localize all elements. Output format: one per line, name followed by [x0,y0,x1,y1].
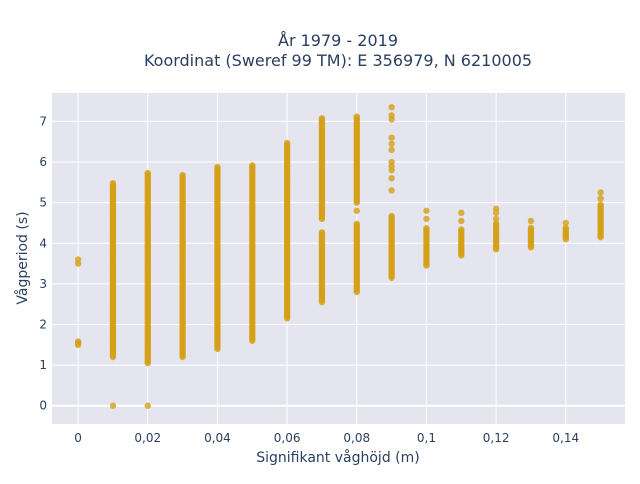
data-point [388,134,395,141]
y-tick-label: 7 [39,114,47,128]
data-point [388,112,395,119]
y-tick-label: 3 [39,277,47,291]
data-point [458,226,465,233]
data-point [179,171,186,179]
data-point [109,179,117,187]
data-point [388,158,395,166]
data-point [74,338,82,345]
data-point [597,201,604,208]
data-point [423,225,430,232]
x-tick-label: 0,02 [134,431,161,445]
chart-title-line2: Koordinat (Sweref 99 TM): E 356979, N 62… [144,51,532,70]
data-point [423,215,430,223]
data-point [458,209,465,217]
y-tick-label: 1 [39,358,47,372]
data-point [353,220,360,227]
data-point [283,139,291,147]
y-axis-label: Vågperiod (s) [14,211,31,304]
x-tick-label: 0 [74,431,82,445]
data-point [527,217,535,225]
data-point [492,205,500,212]
data-point [388,146,395,154]
data-point [214,163,221,171]
y-tick-label: 2 [39,317,47,331]
x-tick-label: 0,12 [483,431,510,445]
data-point [597,195,604,202]
y-tick-label: 4 [39,236,47,250]
data-point [249,162,256,169]
data-point [527,224,535,232]
x-tick-label: 0,08 [343,431,370,445]
data-points [74,104,604,409]
y-tick-label: 0 [39,399,47,413]
x-tick-label: 0,1 [417,431,436,445]
data-point [458,217,465,225]
data-point [353,113,360,120]
y-axis-ticks: 0 1 2 3 4 5 6 7 [39,114,47,412]
data-point [562,219,569,227]
data-point [74,256,82,263]
x-tick-label: 0,04 [204,431,231,445]
data-point [109,402,117,409]
x-tick-label: 0,14 [552,431,579,445]
chart-title-line1: År 1979 - 2019 [278,31,398,50]
data-point [353,207,360,214]
data-point [492,215,500,223]
data-point [388,140,395,147]
y-tick-label: 6 [39,155,47,169]
x-axis-label: Signifikant våghöjd (m) [256,449,419,466]
data-point [597,189,604,196]
data-point [562,224,569,232]
data-point [388,187,395,194]
data-point [318,114,326,122]
data-point [144,169,151,177]
data-point [144,402,151,409]
plot-background [52,93,625,424]
data-point [388,175,395,182]
x-tick-label: 0,06 [274,431,301,445]
data-point [388,104,395,111]
data-point [318,229,326,236]
data-point [423,207,430,214]
y-tick-label: 5 [39,196,47,210]
x-axis-ticks: 0 0,02 0,04 0,06 0,08 0,1 0,12 0,14 [74,431,579,445]
data-point [388,212,395,220]
data-point [492,220,500,227]
